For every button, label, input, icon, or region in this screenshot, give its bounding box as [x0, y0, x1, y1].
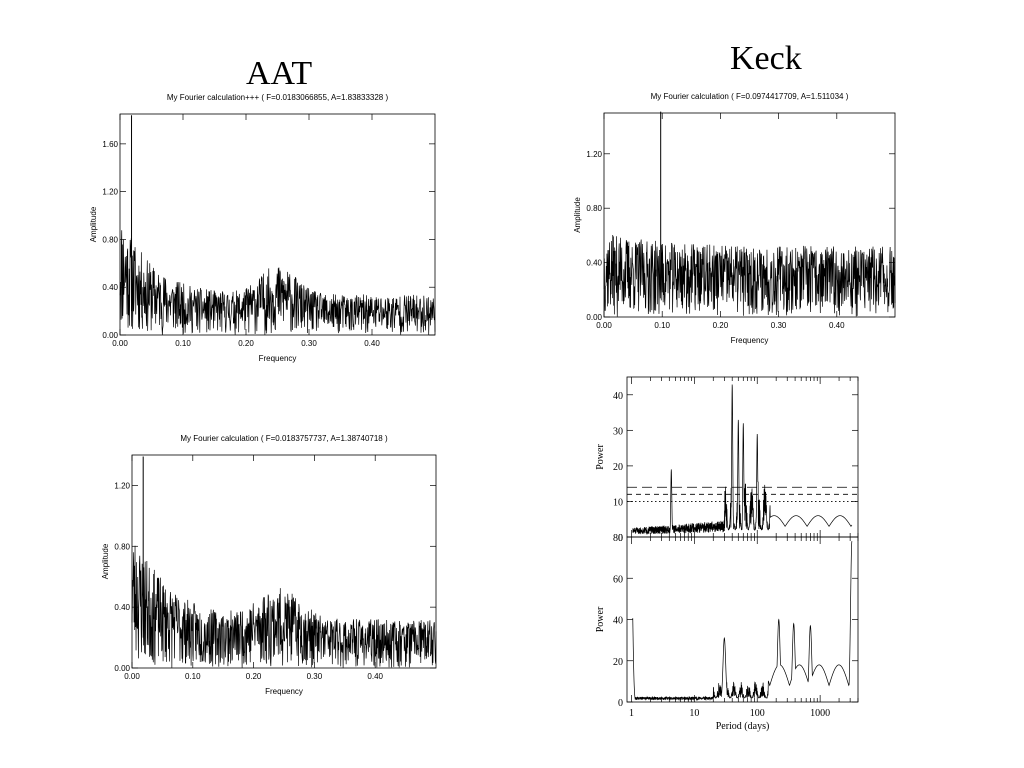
y-tick-label: 1.60: [102, 140, 118, 149]
y-tick-label: 40: [613, 616, 623, 627]
chart-title: My Fourier calculation ( F=0.0183757737,…: [180, 434, 388, 443]
amplitude-trace: [119, 230, 436, 335]
x-tick-label: 0.00: [124, 672, 140, 681]
x-tick-label: 0.30: [301, 339, 317, 348]
y-tick-label: 1.20: [114, 481, 130, 490]
y-tick-label: 1.20: [102, 188, 118, 197]
y-tick-label: 10: [613, 497, 623, 508]
x-axis-label: Frequency: [731, 336, 769, 345]
y-axis-label: Amplitude: [101, 543, 110, 579]
heading-keck: Keck: [730, 40, 802, 77]
y-tick-label: 0: [618, 533, 623, 544]
x-tick-label: 0.10: [185, 672, 201, 681]
y-tick-label: 0.80: [114, 542, 130, 551]
x-tick-label: 0.40: [367, 672, 383, 681]
x-axis-label: Frequency: [265, 687, 303, 696]
y-tick-label: 0.00: [102, 331, 118, 340]
x-axis-label: Period (days): [716, 721, 770, 732]
y-tick-label: 0.40: [586, 259, 602, 268]
x-tick-label: 1: [629, 708, 634, 719]
x-tick-label: 0.10: [175, 339, 191, 348]
y-tick-label: 80: [613, 533, 623, 544]
chart-title: My Fourier calculation ( F=0.0974417709,…: [651, 92, 849, 101]
y-axis-label: Amplitude: [89, 206, 98, 242]
y-axis-label: Amplitude: [573, 197, 582, 233]
y-axis-label: Power: [595, 606, 606, 632]
x-tick-label: 100: [750, 708, 765, 719]
x-tick-label: 0.40: [364, 339, 380, 348]
y-tick-label: 0.00: [114, 664, 130, 673]
plot-frame: [131, 454, 437, 669]
y-tick-label: 30: [613, 426, 623, 437]
y-tick-label: 40: [613, 391, 623, 402]
y-tick-label: 20: [613, 462, 623, 473]
heading-aat: AAT: [246, 55, 313, 92]
y-tick-label: 0.40: [114, 603, 130, 612]
power-trace: [632, 384, 853, 535]
x-tick-label: 0.00: [112, 339, 128, 348]
y-tick-label: 0: [618, 698, 623, 709]
x-tick-label: 0.30: [307, 672, 323, 681]
plot-frame: [603, 112, 896, 318]
y-tick-label: 1.20: [586, 150, 602, 159]
amplitude-trace: [603, 234, 896, 317]
x-tick-label: 0.20: [246, 672, 262, 681]
x-tick-label: 0.30: [771, 321, 787, 330]
x-tick-label: 0.20: [713, 321, 729, 330]
y-axis-label: Power: [595, 444, 606, 470]
x-axis-label: Frequency: [259, 354, 297, 363]
x-tick-label: 0.00: [596, 321, 612, 330]
amplitude-trace: [131, 545, 437, 668]
y-tick-label: 0.80: [586, 204, 602, 213]
x-tick-label: 0.10: [654, 321, 670, 330]
power-trace: [632, 541, 853, 702]
plot-frame: [119, 113, 436, 336]
x-tick-label: 10: [689, 708, 699, 719]
y-tick-label: 20: [613, 657, 623, 668]
x-tick-label: 1000: [810, 708, 830, 719]
y-tick-label: 0.80: [102, 235, 118, 244]
x-tick-label: 0.20: [238, 339, 254, 348]
y-tick-label: 0.00: [586, 313, 602, 322]
chart-title: My Fourier calculation+++ ( F=0.01830668…: [167, 93, 389, 102]
x-tick-label: 0.40: [829, 321, 845, 330]
y-tick-label: 0.40: [102, 283, 118, 292]
y-tick-label: 60: [613, 574, 623, 585]
plot-frame: [626, 536, 859, 703]
